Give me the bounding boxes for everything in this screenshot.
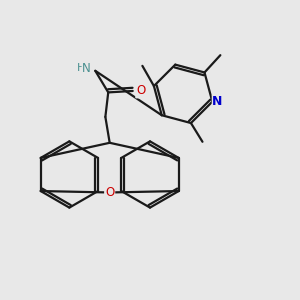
Text: H: H (77, 64, 85, 74)
Text: N: N (212, 95, 223, 108)
Text: O: O (105, 186, 114, 199)
Text: O: O (136, 85, 146, 98)
Text: N: N (82, 62, 91, 75)
